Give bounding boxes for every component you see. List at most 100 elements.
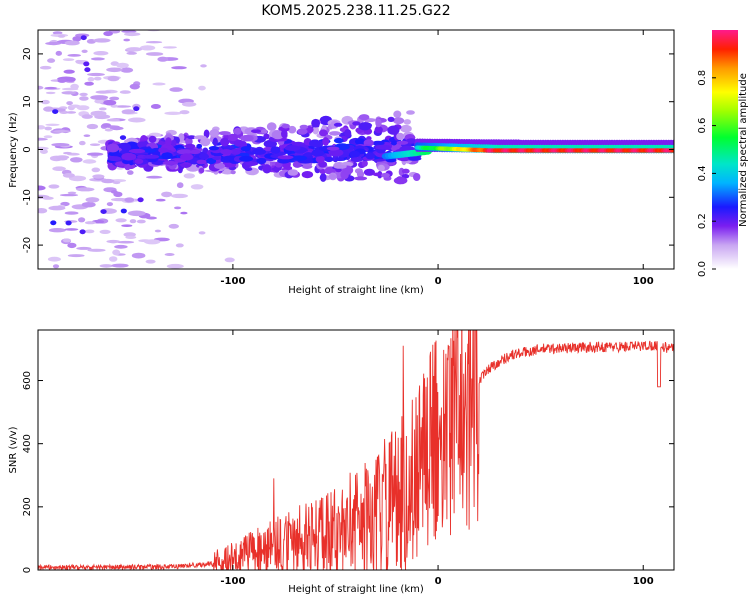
noise-speckle [200,64,207,68]
chart-title: KOM5.2025.238.11.25.G22 [261,3,450,19]
noise-speckle [112,249,121,256]
scatter-blob [354,138,365,145]
noise-speckle [84,81,94,86]
scatter-blob [193,135,207,140]
noise-speckle [123,38,131,42]
scatter-blob [333,122,343,127]
noise-speckle [145,259,156,264]
band-blob [212,156,222,160]
scatter-blob [196,143,203,149]
scatter-blob [322,137,330,146]
band-blob [128,148,146,154]
colorbar-tick-label: 0.2 [697,213,708,229]
noise-speckle [87,248,106,252]
band-blob [142,148,157,153]
noise-speckle [106,67,123,73]
scatter-blob [405,138,418,144]
band-blob [199,153,209,160]
noise-speckle [99,264,114,268]
noise-speckle [79,140,86,146]
scatter-blob [271,130,285,140]
scatter-blob [312,126,320,135]
band-blob [291,155,308,161]
scatter-blob [400,124,412,133]
scatter-blob [218,131,231,136]
noise-speckle [93,51,109,56]
noise-speckle [90,57,105,61]
noise-speckle [44,126,52,131]
scatter-blob [393,110,402,118]
colorbar-tick-label: 0.8 [697,70,708,86]
noise-speckle [61,91,76,95]
scatter-blob [393,176,408,185]
noise-speckle [52,166,66,171]
noise-speckle [48,184,60,189]
scatter-blob [287,169,299,176]
noise-speckle [155,198,166,202]
band-blob [220,149,233,155]
scatter-blob [106,143,120,153]
noise-dot [65,220,72,226]
scatter-blob [209,129,220,138]
band-blob [324,156,334,163]
noise-speckle [43,106,55,112]
noise-speckle [52,264,60,269]
noise-speckle [76,246,92,250]
noise-speckle [144,239,161,245]
spectrogram-xtick-label: -100 [220,276,245,287]
noise-speckle [104,128,113,132]
scatter-blob [371,140,385,146]
noise-dot [100,209,107,215]
scatter-blob [261,129,268,134]
noise-speckle [42,196,54,200]
snr-ylabel: SNR (v/v) [8,426,19,473]
scatter-blob [251,129,261,134]
scatter-blob [309,139,321,148]
noise-speckle [114,105,131,108]
noise-speckle [164,253,175,256]
band-blob [230,149,241,155]
noise-speckle [198,85,206,91]
noise-speckle [38,208,48,214]
noise-speckle [81,202,96,208]
band-blob [277,155,294,160]
colorbar-ticks: 0.0 0.2 0.4 0.6 0.8 [697,70,716,277]
colorbar-gradient [712,30,738,269]
noise-speckle [107,75,120,82]
noise-speckle [145,41,163,44]
scatter-blob [333,164,347,169]
noise-speckle [47,256,61,262]
noise-speckle [125,235,137,239]
noise-speckle [115,218,127,223]
snr-plot: -100 0 100 0 200 400 600 Height of straight li… [8,329,675,595]
noise-speckle [66,101,73,106]
snr-series-line [38,330,674,570]
noise-dot [50,220,57,226]
noise-speckle [64,211,79,215]
noise-speckle [81,114,93,119]
scatter-blob [148,135,157,143]
scatter-blob [297,128,308,135]
scatter-blob [262,164,272,174]
noise-speckle [164,111,182,116]
noise-speckle [43,135,53,139]
noise-speckle [55,50,62,56]
noise-speckle [124,197,135,203]
band-blob [349,150,361,158]
band-blob [176,149,192,155]
colorbar-tick-label: 0.6 [697,118,708,134]
noise-speckle [190,184,204,190]
scatter-blob [311,118,320,128]
snr-marks [38,330,674,570]
noise-speckle [174,206,182,210]
scatter-blob [375,118,382,128]
band-blob [121,152,137,161]
snr-ytick-label: 0 [22,567,33,573]
noise-speckle [136,219,146,224]
noise-speckle [67,191,77,195]
colorbar-tick-label: 0.4 [697,165,708,181]
scatter-blob [292,161,302,168]
band-blob [180,153,194,161]
noise-speckle [93,76,102,81]
